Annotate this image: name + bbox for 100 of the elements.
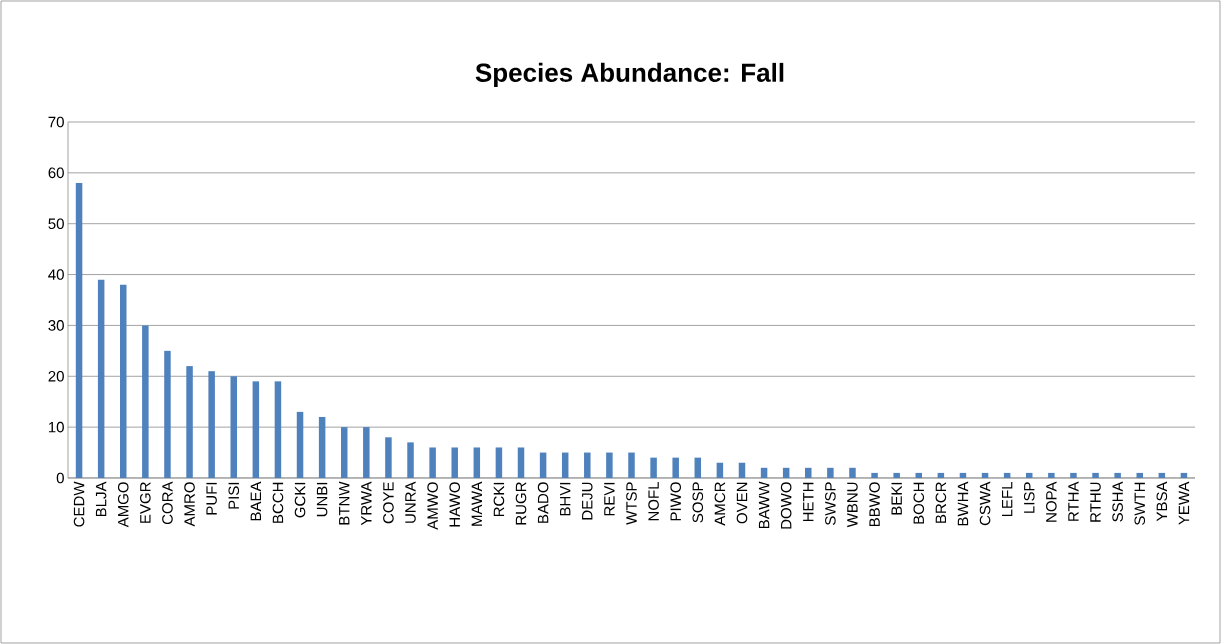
bar	[1048, 472, 1055, 478]
x-tick-label: LISP	[1023, 482, 1035, 513]
bar	[252, 381, 260, 478]
x-tick-label: AMWO	[427, 482, 438, 530]
bar	[915, 472, 923, 478]
bar	[495, 447, 503, 478]
y-tick-label: 10	[48, 421, 64, 433]
x-tick-label: CSWA	[979, 481, 991, 526]
x-tick-label: BRCR	[935, 482, 947, 523]
bar	[694, 457, 702, 478]
bar	[849, 467, 856, 478]
bar	[782, 467, 790, 478]
bar	[981, 472, 989, 478]
bar	[451, 447, 458, 478]
bar	[208, 371, 215, 478]
x-tick-label: PISI	[228, 482, 240, 509]
x-tick-label: NOFL	[648, 482, 659, 521]
x-tick-label: AMGO	[117, 482, 129, 528]
x-tick-label: EVGR	[140, 482, 151, 523]
bar	[738, 462, 746, 478]
x-tick-label: MAWA	[471, 481, 482, 526]
x-tick-label: BTNW	[339, 481, 350, 525]
bar	[606, 452, 613, 478]
x-tick-label: YRWA	[361, 481, 372, 526]
bar	[539, 452, 547, 478]
x-tick-label: REVI	[604, 482, 615, 516]
x-tick-label: RCKI	[493, 482, 505, 517]
bar	[407, 442, 414, 478]
x-tick-label: BHVI	[560, 482, 571, 516]
bar	[650, 457, 657, 478]
x-tick-label: WBNU	[847, 482, 858, 528]
bar	[1070, 472, 1077, 478]
bar	[1092, 472, 1099, 478]
bar	[893, 472, 900, 478]
chart-title: Species Abundance: Fall	[475, 62, 784, 88]
x-tick-label: SOSP	[692, 482, 704, 523]
x-tick-label: BLJA	[95, 481, 107, 517]
bar	[716, 462, 724, 478]
x-tick-label: BADO	[537, 482, 549, 523]
x-tick-label: RUGR	[515, 482, 527, 525]
x-tick-label: RTHU	[1090, 482, 1101, 522]
x-tick-label: YBSA	[1156, 481, 1168, 522]
x-tick-label: CORA	[162, 481, 173, 525]
y-tick-label: 40	[48, 269, 64, 280]
x-tick-label: DOWO	[780, 482, 792, 529]
bar	[1136, 472, 1143, 478]
x-tick-label: BEKI	[891, 482, 902, 515]
bar	[230, 376, 237, 478]
x-tick-label: WTSP	[626, 482, 637, 525]
bar	[363, 427, 370, 478]
bar	[1003, 472, 1011, 478]
y-tick-label: 50	[48, 218, 64, 230]
bar	[760, 467, 768, 478]
x-tick-label: BBWO	[869, 482, 880, 527]
y-tick-label: 70	[48, 116, 64, 128]
x-tick-label: HAWO	[449, 482, 461, 527]
bar	[142, 325, 149, 478]
bar	[937, 472, 945, 478]
x-tick-label: UNBI	[316, 482, 328, 517]
bar	[164, 350, 171, 478]
bar	[1114, 472, 1121, 478]
x-tick-label: GCKI	[294, 482, 306, 518]
x-tick-label: RTHA	[1068, 481, 1079, 521]
bar	[385, 437, 392, 478]
bar	[871, 472, 878, 478]
bar	[805, 467, 812, 478]
bar	[827, 467, 834, 478]
bar	[429, 447, 436, 478]
x-tick-label: LEFL	[1002, 482, 1013, 517]
x-tick-label: PUFI	[206, 482, 217, 515]
x-tick-label: HETH	[803, 482, 814, 522]
y-tick-label: 0	[56, 472, 64, 484]
bar	[318, 416, 326, 478]
x-tick-label: NOPA	[1046, 481, 1057, 522]
bar	[1026, 472, 1033, 478]
bar	[296, 411, 304, 478]
x-tick-label: BCCH	[272, 482, 284, 523]
x-tick-label: CEDW	[73, 481, 85, 527]
x-tick-label: SWTH	[1134, 482, 1146, 525]
bar	[340, 427, 348, 478]
bar	[672, 457, 679, 478]
y-tick-label: 20	[48, 370, 64, 382]
x-tick-label: COYE	[383, 482, 394, 524]
x-tick-label: BOCH	[913, 482, 925, 524]
x-tick-label: BAEA	[250, 481, 261, 521]
x-tick-label: BAWW	[758, 481, 770, 529]
x-tick-label: AMRO	[184, 482, 195, 527]
y-tick-label: 30	[48, 320, 64, 331]
bar	[517, 447, 525, 478]
bar	[75, 183, 83, 478]
bar	[1180, 472, 1188, 478]
x-tick-label: SSHA	[1112, 481, 1123, 522]
bar	[97, 279, 105, 478]
x-tick-label: BWHA	[957, 481, 969, 526]
bar	[473, 447, 481, 478]
bar	[1158, 472, 1166, 478]
x-tick-label: DEJU	[582, 482, 593, 520]
bar	[584, 452, 591, 478]
x-tick-label: PIWO	[670, 482, 681, 521]
bar	[274, 381, 282, 478]
